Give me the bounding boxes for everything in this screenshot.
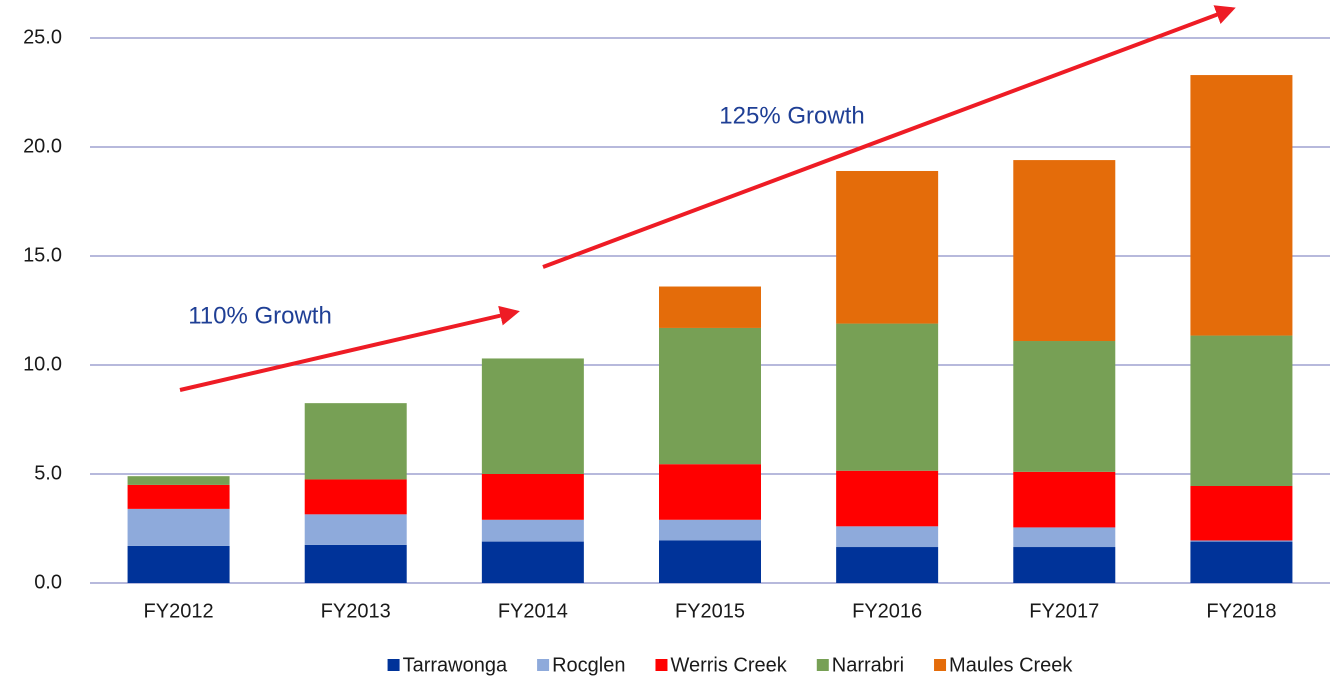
bar-segment — [304, 479, 407, 515]
bar-segment — [1190, 485, 1293, 541]
legend-swatch — [934, 659, 947, 671]
x-tick-label: FY2013 — [321, 600, 391, 622]
bar-segment — [304, 514, 407, 545]
bar-segment — [659, 540, 761, 583]
legend-label: Maules Creek — [949, 654, 1073, 676]
x-tick-label: FY2012 — [144, 600, 214, 622]
bar-segment — [481, 474, 584, 520]
bars — [127, 75, 1293, 583]
bar-segment — [836, 170, 939, 324]
y-tick-label: 0.0 — [34, 571, 62, 593]
bar-segment — [481, 358, 584, 474]
legend: Tarrawonga Rocglen Werris Creek Narrabri Mau… — [387, 654, 1073, 676]
bar-segment — [127, 476, 230, 485]
legend-label: Tarrawonga — [403, 654, 508, 676]
legend-swatch — [655, 659, 668, 671]
bar-segment — [1190, 541, 1293, 583]
legend-swatch — [537, 659, 550, 671]
bar-segment — [1190, 75, 1293, 336]
bar-segment — [1190, 540, 1293, 542]
y-tick-label: 25.0 — [23, 26, 62, 48]
bar-segment — [659, 519, 761, 541]
bar-segment — [304, 544, 407, 583]
bar-segment — [481, 541, 584, 583]
grid: 0.0 5.0 10.0 15.0 20.0 25.0 FY2012 FY2013 FY2014… — [23, 26, 1330, 622]
x-tick-label: FY2014 — [498, 600, 568, 622]
growth-arrow — [179, 305, 520, 392]
bar-segment — [659, 464, 761, 520]
x-tick-label: FY2018 — [1206, 600, 1276, 622]
bar-segment — [836, 526, 939, 548]
legend-swatch — [816, 659, 829, 671]
bar-segment — [1013, 160, 1116, 342]
x-tick-label: FY2017 — [1029, 600, 1099, 622]
bar-segment — [1190, 335, 1293, 486]
bar-segment — [1013, 527, 1116, 548]
bar-segment — [127, 508, 230, 546]
bar-segment — [659, 327, 761, 465]
bar-segment — [1013, 341, 1116, 472]
y-tick-label: 5.0 — [34, 462, 62, 484]
bar-segment — [836, 547, 939, 583]
legend-label: Rocglen — [552, 654, 625, 676]
bar-segment — [304, 403, 407, 480]
bar-segment — [1013, 471, 1116, 528]
bar-segment — [836, 470, 939, 527]
bar-segment — [481, 519, 584, 542]
bar-segment — [659, 286, 761, 328]
legend-swatch — [387, 659, 400, 671]
x-tick-label: FY2015 — [675, 600, 745, 622]
y-tick-label: 15.0 — [23, 244, 62, 266]
bar-segment — [836, 323, 939, 471]
y-tick-label: 10.0 — [23, 353, 62, 375]
annotation: 125% Growth — [719, 102, 864, 129]
bar-segment — [127, 545, 230, 583]
legend-label: Narrabri — [832, 654, 904, 676]
bar-segment — [127, 484, 230, 509]
growth-arrow — [542, 5, 1236, 269]
annotation: 110% Growth — [188, 302, 332, 329]
x-tick-label: FY2016 — [852, 600, 922, 622]
y-tick-label: 20.0 — [23, 135, 62, 157]
bar-segment — [1013, 547, 1116, 583]
legend-label: Werris Creek — [670, 654, 787, 676]
